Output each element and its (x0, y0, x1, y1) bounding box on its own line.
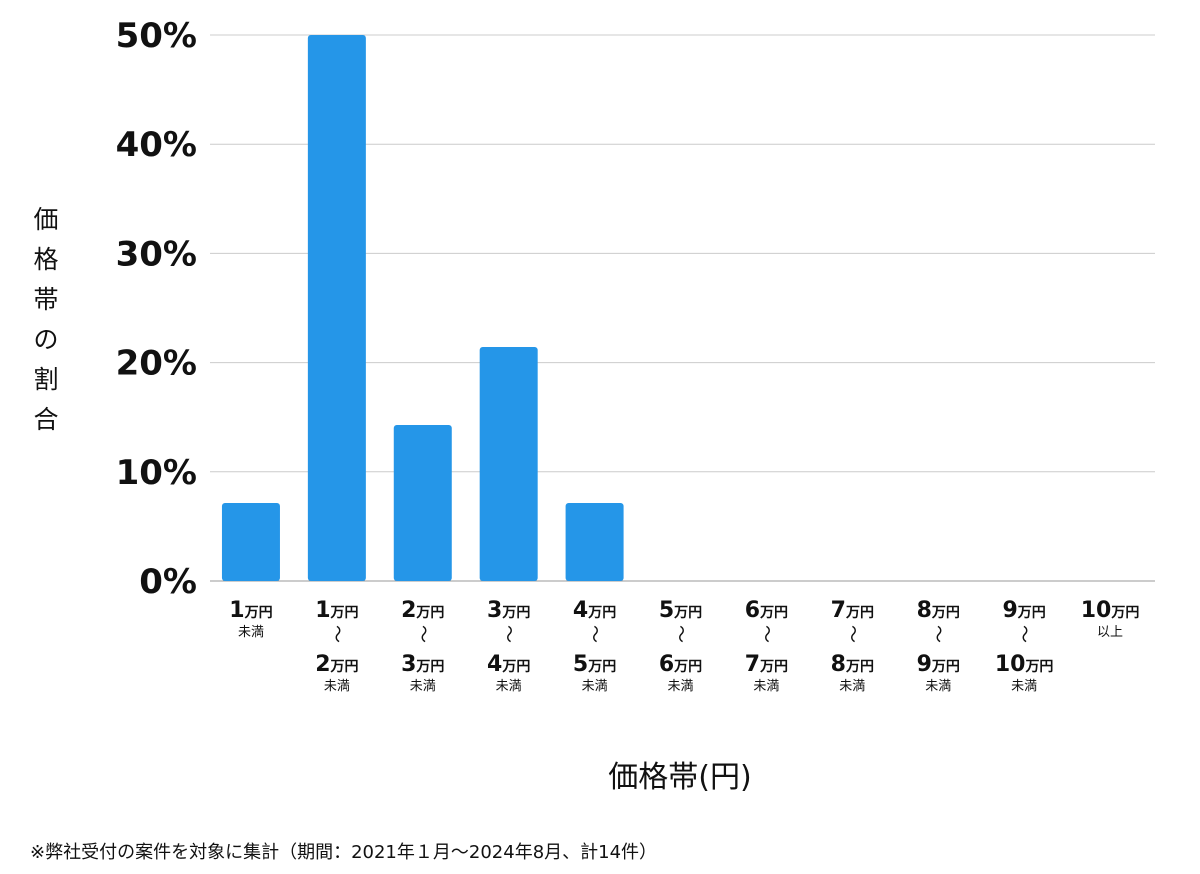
x-tick-label: 3万円 (487, 598, 530, 623)
x-tick-label: 2万円 (401, 598, 444, 623)
x-tick-label: 5万円 (573, 652, 616, 677)
x-tick-note: 未満 (839, 679, 865, 694)
x-tick-label: 8万円 (831, 652, 874, 677)
bar (565, 503, 624, 581)
x-tick-range-sep: 〜 (1013, 625, 1034, 643)
y-axis-label: 価格帯の割合 (33, 205, 59, 434)
x-tick-label: 1万円 (315, 598, 358, 623)
x-tick-label: 2万円 (315, 652, 358, 677)
x-tick-note: 未満 (753, 679, 779, 694)
bar (221, 503, 280, 581)
y-tick-label: 10% (116, 453, 197, 493)
x-tick-note: 未満 (582, 679, 608, 694)
x-tick-note: 未満 (496, 679, 522, 694)
x-tick-label: 1万円 (229, 598, 272, 623)
x-tick-note: 未満 (324, 679, 350, 694)
x-tick-range-sep: 〜 (498, 625, 519, 643)
x-tick-label: 6万円 (659, 652, 702, 677)
x-tick-label: 10万円 (1081, 598, 1140, 623)
x-tick-label: 6万円 (745, 598, 788, 623)
y-tick-label: 40% (116, 125, 197, 165)
x-tick-range-sep: 〜 (927, 625, 948, 643)
x-tick-range-sep: 〜 (326, 625, 347, 643)
x-tick-label: 8万円 (917, 598, 960, 623)
x-tick-label: 10万円 (995, 652, 1054, 677)
x-axis-label: 価格帯(円) (608, 760, 752, 795)
x-tick-range-sep: 〜 (670, 625, 691, 643)
x-tick-label: 5万円 (659, 598, 702, 623)
x-tick-range-sep: 〜 (584, 625, 605, 643)
x-tick-label: 7万円 (831, 598, 874, 623)
x-tick-label: 4万円 (573, 598, 616, 623)
x-tick-range-sep: 〜 (412, 625, 433, 643)
y-tick-label: 20% (116, 344, 197, 384)
x-tick-range-sep: 〜 (755, 625, 776, 643)
y-tick-label: 30% (116, 234, 197, 274)
footnote: ※弊社受付の案件を対象に集計（期間：2021年１月〜2024年8月、計14件） (30, 842, 658, 863)
y-tick-label: 0% (139, 562, 197, 602)
x-tick-label: 9万円 (1002, 598, 1045, 623)
x-tick-label: 7万円 (745, 652, 788, 677)
x-tick-note: 未満 (238, 625, 264, 640)
x-tick-label: 3万円 (401, 652, 444, 677)
x-tick-note: 未満 (1011, 679, 1037, 694)
bar (393, 424, 452, 581)
x-tick-note: 未満 (410, 679, 436, 694)
x-tick-note: 未満 (925, 679, 951, 694)
x-tick-note: 以上 (1097, 625, 1123, 640)
x-tick-label: 9万円 (917, 652, 960, 677)
bar (307, 35, 366, 581)
x-tick-label: 4万円 (487, 652, 530, 677)
y-tick-label: 50% (116, 16, 197, 56)
bar (479, 346, 538, 581)
x-tick-range-sep: 〜 (841, 625, 862, 643)
x-tick-note: 未満 (667, 679, 693, 694)
